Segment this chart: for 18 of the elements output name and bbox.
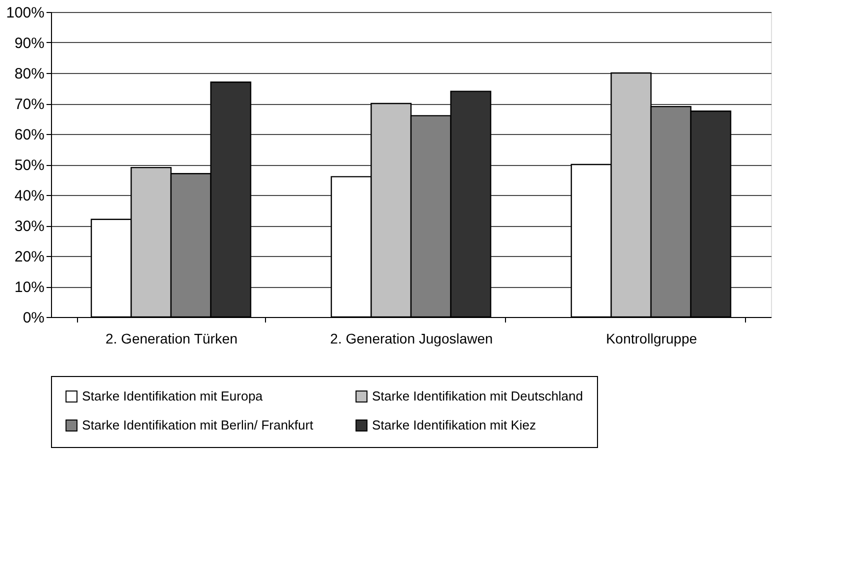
x-tick-label: 2. Generation Türken bbox=[105, 330, 238, 346]
y-tick-label: 100% bbox=[6, 4, 44, 22]
legend-label: Starke Identifikation mit Kiez bbox=[372, 418, 536, 432]
y-tick-label: 70% bbox=[14, 96, 44, 113]
y-tick-label: 20% bbox=[14, 248, 44, 266]
y-tick-label: 50% bbox=[14, 157, 44, 174]
legend-label: Starke Identifikation mit Europa bbox=[82, 388, 264, 404]
y-tick-label: 60% bbox=[14, 126, 44, 144]
y-tick-label: 30% bbox=[14, 218, 44, 235]
y-tick-label: 10% bbox=[14, 279, 44, 296]
y-tick-label: 40% bbox=[14, 188, 44, 204]
x-tick-label: Kontrollgruppe bbox=[606, 330, 698, 346]
y-tick-label: 80% bbox=[14, 66, 44, 82]
y-tick-label: 0% bbox=[22, 310, 44, 326]
legend-label: Starke Identifikation mit Berlin/ Frankfurt bbox=[82, 418, 314, 432]
legend-label: Starke Identifikation mit Deutschland bbox=[372, 388, 583, 404]
y-tick-label: 90% bbox=[14, 35, 44, 52]
x-tick-label: 2. Generation Jugoslawen bbox=[330, 330, 493, 346]
